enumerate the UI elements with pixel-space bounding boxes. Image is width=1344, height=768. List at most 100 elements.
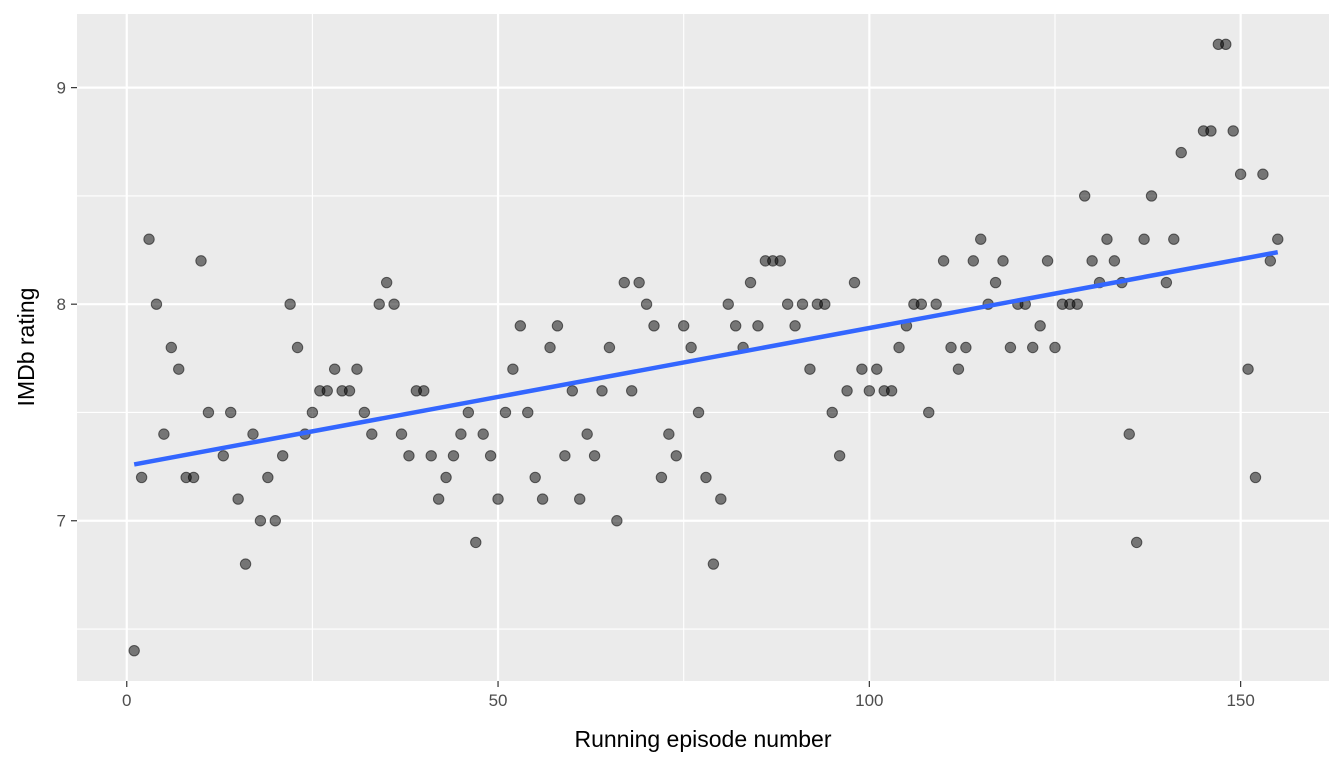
data-point (1034, 320, 1046, 332)
data-point (351, 363, 363, 375)
data-point (135, 471, 148, 484)
data-point (195, 255, 207, 267)
data-point (477, 428, 489, 440)
data-point (536, 493, 549, 505)
data-point (1123, 428, 1135, 440)
data-point (380, 276, 393, 289)
data-point (596, 385, 608, 397)
data-point (173, 363, 185, 375)
y-tick-label: 8 (57, 295, 66, 314)
data-point (677, 320, 690, 332)
data-point (729, 320, 742, 332)
data-point (143, 233, 155, 245)
trend-line-group (133, 250, 1279, 467)
data-point (1272, 233, 1284, 245)
data-point (484, 450, 497, 462)
data-point (328, 363, 341, 375)
data-point (655, 471, 668, 484)
data-point (529, 471, 541, 484)
data-point (871, 363, 883, 375)
data-point (225, 406, 237, 419)
data-point (752, 320, 764, 332)
data-point (492, 493, 504, 505)
data-point (856, 363, 868, 375)
trend-line (133, 250, 1279, 467)
data-point (989, 276, 1002, 289)
data-point (930, 298, 942, 310)
data-point (403, 450, 415, 462)
data-point (239, 558, 252, 570)
data-point (262, 471, 274, 484)
data-point (603, 341, 616, 354)
data-point (150, 298, 163, 310)
data-point (373, 298, 385, 310)
data-point (388, 298, 400, 310)
data-point (945, 341, 957, 354)
data-point (284, 298, 296, 310)
data-point (202, 406, 215, 419)
data-point (1101, 233, 1113, 245)
data-point (1078, 190, 1091, 202)
data-point (804, 363, 816, 375)
data-point (165, 341, 178, 354)
data-point (640, 298, 653, 310)
data-point (1264, 255, 1277, 267)
y-tick-labels: 7 8 9 (57, 79, 66, 531)
data-point (923, 406, 935, 419)
data-point (819, 298, 831, 310)
data-point (247, 428, 259, 440)
data-point (254, 515, 267, 527)
data-point (796, 298, 809, 310)
data-point (1049, 341, 1061, 354)
data-point (975, 233, 987, 245)
data-point (462, 406, 475, 419)
data-point (269, 515, 281, 527)
data-point (618, 276, 630, 289)
data-point (581, 428, 593, 440)
data-point (863, 385, 876, 397)
data-point (418, 385, 430, 397)
data-point (1130, 536, 1143, 549)
x-tick-label: 150 (1226, 691, 1254, 710)
data-point (633, 276, 645, 289)
data-point (960, 341, 972, 354)
data-point (1071, 298, 1083, 310)
data-point (670, 450, 682, 462)
data-point (358, 406, 371, 419)
data-point (425, 450, 437, 462)
data-point (685, 341, 697, 354)
data-point (1242, 363, 1254, 375)
data-point (967, 255, 980, 267)
data-point (566, 385, 579, 397)
data-point (276, 450, 289, 462)
data-point (937, 255, 950, 267)
data-point (848, 276, 861, 289)
data-point (626, 385, 638, 397)
data-point (1041, 255, 1054, 267)
data-point (440, 471, 452, 484)
data-point (692, 406, 705, 419)
data-points (128, 38, 1284, 657)
data-point (915, 298, 928, 310)
data-point (1027, 341, 1039, 354)
data-point (648, 320, 660, 332)
data-point (128, 644, 140, 657)
data-point (574, 493, 586, 505)
data-point (1160, 276, 1173, 289)
data-point (395, 428, 408, 440)
data-point (291, 341, 304, 354)
data-point (1205, 125, 1217, 137)
x-tick-label: 0 (122, 691, 131, 710)
data-point (1249, 471, 1262, 484)
plot-panel (77, 14, 1329, 681)
data-point (187, 471, 200, 484)
data-point (366, 428, 378, 440)
data-point (952, 363, 965, 375)
data-point (1004, 341, 1017, 354)
data-point (455, 428, 467, 440)
y-tick-label: 7 (57, 512, 66, 531)
data-point (559, 450, 571, 462)
data-point (514, 320, 527, 332)
data-point (588, 450, 601, 462)
data-point (432, 493, 445, 505)
